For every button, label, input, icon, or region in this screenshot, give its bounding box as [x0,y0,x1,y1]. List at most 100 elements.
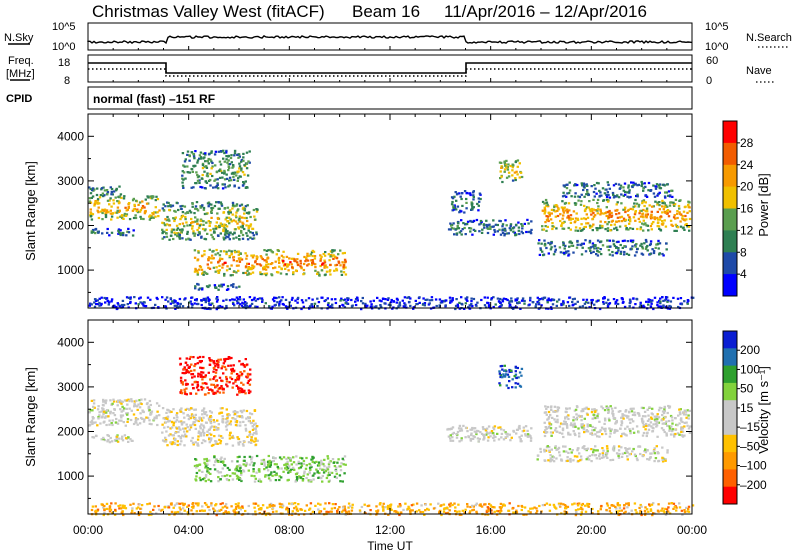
heatmap-cell [218,207,221,210]
heatmap-cell [240,167,243,170]
heatmap-cell [212,392,215,395]
heatmap-cell [237,443,241,446]
heatmap-cell [138,422,142,425]
heatmap-cell [117,399,120,402]
heatmap-cell [593,195,596,198]
heatmap-cell [323,266,326,269]
heatmap-cell [644,512,647,515]
heatmap-cell [144,305,148,308]
heatmap-cell [556,448,560,451]
heatmap-cell [210,203,213,206]
heatmap-cell [451,209,454,212]
heatmap-cell [129,296,132,299]
heatmap-cell [479,197,482,201]
heatmap-cell [476,202,479,205]
heatmap-cell [540,242,543,245]
heatmap-cell [506,168,510,171]
heatmap-cell [490,430,494,433]
heatmap-cell [170,410,173,413]
heatmap-cell [680,430,683,434]
heatmap-cell [679,408,682,411]
heatmap-cell [314,266,317,269]
heatmap-cell [572,459,575,462]
heatmap-cell [650,302,653,305]
heatmap-cell [646,458,649,461]
heatmap-cell [622,208,625,211]
heatmap-cell [470,432,473,435]
heatmap-cell [465,207,468,210]
heatmap-cell [567,202,571,205]
heatmap-cell [666,451,669,454]
heatmap-cell [666,449,669,452]
heatmap-cell [215,171,219,174]
heatmap-cell [197,302,200,306]
heatmap-cell [250,413,254,416]
heatmap-cell [462,222,465,225]
heatmap-cell [502,373,505,376]
heatmap-cell [514,382,517,385]
heatmap-cell [253,506,256,509]
nave-label: Nave [746,65,772,77]
heatmap-cell [457,220,460,224]
heatmap-cell [263,462,266,465]
heatmap-cell [278,475,281,478]
heatmap-cell [505,224,508,227]
heatmap-cell [548,214,551,217]
heatmap-cell [226,230,229,233]
heatmap-cell [195,201,199,204]
heatmap-cell [637,445,640,448]
heatmap-cell [166,425,170,429]
heatmap-cell [149,216,152,219]
heatmap-cell [223,274,226,277]
heatmap-cell [687,225,691,228]
heatmap-cell [225,428,228,431]
heatmap-cell [647,428,651,431]
heatmap-cell [683,300,686,303]
heatmap-cell [505,176,509,179]
heatmap-cell [661,446,664,449]
heatmap-cell [598,189,601,192]
heatmap-cell [180,392,184,395]
heatmap-cell [633,411,636,414]
heatmap-cell [264,475,267,478]
heatmap-cell [498,228,501,231]
heatmap-cell [547,211,550,214]
heatmap-cell [648,204,651,207]
heatmap-cell [648,418,651,421]
heatmap-cell [664,204,668,207]
heatmap-cell [180,420,183,423]
heatmap-cell [457,427,461,430]
freq-trace [88,62,692,74]
heatmap-cell [656,418,659,421]
heatmap-cell [606,447,609,450]
heatmap-cell [644,415,647,418]
heatmap-cell [449,437,452,440]
heatmap-cell [122,421,125,424]
heatmap-cell [205,421,208,424]
heatmap-cell [606,200,610,203]
heatmap-cell [90,218,94,221]
heatmap-cell [213,230,216,233]
heatmap-cell [600,212,603,215]
heatmap-cell [266,469,270,472]
heatmap-cell [240,471,243,474]
heatmap-cell [278,478,281,482]
heatmap-cell [658,201,661,204]
heatmap-cell [369,305,372,308]
heatmap-cell [543,244,547,247]
heatmap-cell [323,261,327,264]
heatmap-cell [487,305,491,308]
heatmap-cell [611,254,614,257]
heatmap-cell [463,226,466,230]
heatmap-cell [224,232,227,235]
heatmap-cell [113,414,117,417]
heatmap-cell [284,267,287,270]
heatmap-cell [233,205,236,208]
heatmap-cell [302,268,306,272]
heatmap-cell [203,412,207,416]
heatmap-cell [259,480,263,483]
heatmap-cell [590,213,593,216]
heatmap-cell [632,407,635,410]
heatmap-cell [198,179,201,182]
heatmap-cell [485,427,489,430]
